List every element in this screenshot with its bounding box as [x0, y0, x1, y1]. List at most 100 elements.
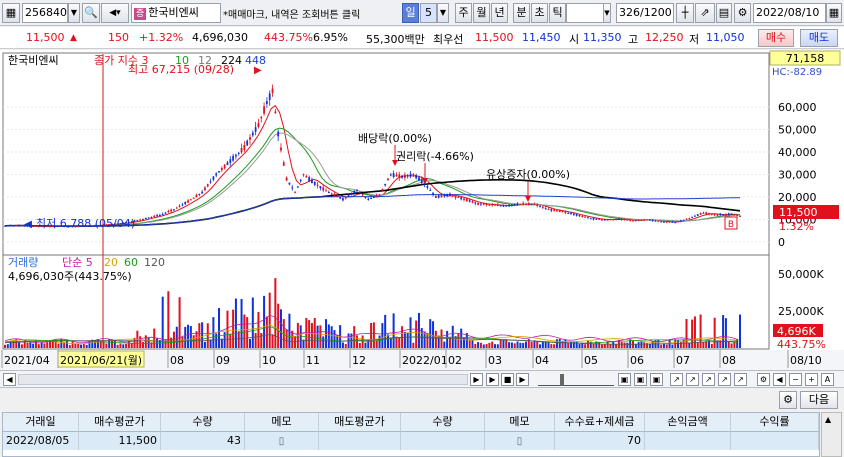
volume-bar: [184, 326, 187, 348]
draw-tool-icon-3[interactable]: ↗: [702, 373, 715, 386]
cell-buy-avg[interactable]: 11,500: [79, 432, 161, 450]
calendar-icon[interactable]: ▦: [826, 3, 842, 23]
buy-button[interactable]: 매수: [758, 29, 794, 47]
multiplier-dropdown-icon[interactable]: ▼: [437, 3, 449, 23]
chart-area[interactable]: 한국비엔씨 종가 지수 3 10 12 224 448 최고 67,215 (0…: [0, 50, 844, 370]
zoom-in-icon[interactable]: +: [805, 373, 818, 386]
cell-buy-qty[interactable]: 43: [161, 432, 245, 450]
period-minute-button[interactable]: 분: [513, 3, 530, 23]
volume-legend-0: 거래량: [8, 256, 38, 269]
price-change: 150: [108, 31, 129, 44]
chart-type-icon[interactable]: ⇗: [695, 3, 715, 23]
stock-code-input[interactable]: 256840: [22, 3, 68, 23]
col-header-sell-avg[interactable]: 매도평균가: [319, 413, 401, 432]
volume-bar: [443, 341, 446, 348]
scroll-left-icon[interactable]: ◀: [3, 373, 16, 386]
scroll-start-icon[interactable]: ◀: [773, 373, 786, 386]
col-header-buy-avg[interactable]: 매수평균가: [79, 413, 161, 432]
period-tick-button[interactable]: 틱: [549, 3, 566, 23]
col-header-return[interactable]: 수익률: [731, 413, 819, 432]
col-header-pnl[interactable]: 손익금액: [645, 413, 731, 432]
candle-body: [572, 213, 575, 215]
candle-body: [313, 182, 316, 185]
cell-buy-memo[interactable]: ▯: [245, 432, 319, 450]
period-day-button[interactable]: 일: [402, 3, 419, 23]
gear-icon[interactable]: ⚙: [734, 3, 751, 23]
volume-value: 4,696,030: [192, 31, 248, 44]
volume-bar: [724, 318, 727, 348]
stop-icon[interactable]: ■: [501, 373, 514, 386]
save-icon[interactable]: ▤: [716, 3, 732, 23]
cell-trade-date[interactable]: 2022/08/05: [3, 432, 79, 450]
candle-body: [578, 215, 581, 217]
col-header-trade-date[interactable]: 거래일: [3, 413, 79, 432]
code-dropdown-icon[interactable]: ▼: [68, 3, 80, 23]
bar-count-field[interactable]: 326/1200: [616, 3, 674, 23]
col-header-fee-tax[interactable]: 수수료+제세금: [555, 413, 645, 432]
sell-button[interactable]: 매도: [800, 29, 838, 47]
draw-tool-icon-2[interactable]: ↗: [686, 373, 699, 386]
volume-bar: [251, 297, 254, 348]
memo-icon[interactable]: ▯: [516, 436, 523, 447]
play-icon[interactable]: ▶: [486, 373, 499, 386]
volume-bar: [361, 335, 364, 348]
cell-fee-tax[interactable]: 70: [555, 432, 645, 450]
memo-icon[interactable]: ▯: [278, 436, 285, 447]
candle-body: [85, 225, 88, 227]
candle-body: [139, 219, 142, 221]
volume-bar: [508, 342, 511, 348]
stock-name-field[interactable]: 증 한국비엔씨: [131, 3, 221, 23]
col-header-buy-memo[interactable]: 메모: [245, 413, 319, 432]
col-header-sell-memo[interactable]: 메모: [485, 413, 555, 432]
scroll-right-icon[interactable]: ▶: [470, 373, 483, 386]
col-header-buy-qty[interactable]: 수량: [161, 413, 245, 432]
period-year-button[interactable]: 년: [491, 3, 508, 23]
speaker-icon[interactable]: ◀▾: [101, 3, 129, 23]
cell-return[interactable]: [731, 432, 819, 450]
volume-tick-1: 25,000K: [778, 305, 824, 318]
draw-tool-icon-4[interactable]: ↗: [718, 373, 731, 386]
period-multiplier-field[interactable]: 5: [420, 3, 437, 23]
crosshair-icon[interactable]: ┼: [676, 3, 694, 23]
x-tick-label: 10: [262, 354, 276, 367]
cell-pnl[interactable]: [645, 432, 731, 450]
cell-sell-memo[interactable]: ▯: [485, 432, 555, 450]
window-menu-icon[interactable]: ▦: [2, 3, 20, 23]
font-size-icon[interactable]: A: [821, 373, 834, 386]
volume-bar: [558, 339, 561, 348]
period-week-button[interactable]: 주: [455, 3, 472, 23]
draw-tool-icon-5[interactable]: ↗: [734, 373, 747, 386]
layout-icon-3[interactable]: ▣: [650, 373, 663, 386]
candle-body: [330, 193, 333, 195]
period-second-button[interactable]: 초: [531, 3, 548, 23]
col-header-sell-qty[interactable]: 수량: [401, 413, 485, 432]
chart-scrollbar[interactable]: [18, 374, 468, 385]
price-volume-chart[interactable]: 한국비엔씨 종가 지수 3 10 12 224 448 최고 67,215 (0…: [0, 50, 844, 370]
tick-dropdown-icon[interactable]: ▼: [603, 3, 611, 23]
grid-settings-icon[interactable]: ⚙: [779, 391, 797, 409]
cell-sell-qty[interactable]: [401, 432, 485, 450]
settings-gear-icon[interactable]: ⚙: [757, 373, 770, 386]
search-icon[interactable]: 🔍: [82, 3, 100, 23]
play-back-icon[interactable]: ▶: [516, 373, 529, 386]
date-input[interactable]: 2022/08/10: [753, 3, 826, 23]
zoom-slider[interactable]: [538, 374, 614, 386]
candle-body: [192, 197, 195, 199]
candle-body: [375, 195, 378, 197]
zoom-slider-thumb[interactable]: [560, 374, 564, 386]
scroll-up-icon[interactable]: ▲: [825, 415, 832, 424]
layout-icon-2[interactable]: ▣: [634, 373, 647, 386]
next-button[interactable]: 다음: [800, 391, 838, 409]
period-month-button[interactable]: 월: [473, 3, 490, 23]
volume-legend-3: 60: [124, 256, 138, 269]
table-scrollbar[interactable]: ▲: [821, 412, 842, 457]
grid-toolbar: ⚙ 다음: [0, 389, 844, 411]
cell-sell-avg[interactable]: [319, 432, 401, 450]
last-price-pct: 1.32%: [779, 220, 814, 233]
zoom-out-icon[interactable]: −: [789, 373, 802, 386]
volume-bar: [389, 338, 392, 348]
candle-body: [18, 225, 20, 227]
volume-bar: [294, 336, 297, 348]
draw-tool-icon-1[interactable]: ↗: [670, 373, 683, 386]
layout-icon-1[interactable]: ▣: [618, 373, 631, 386]
